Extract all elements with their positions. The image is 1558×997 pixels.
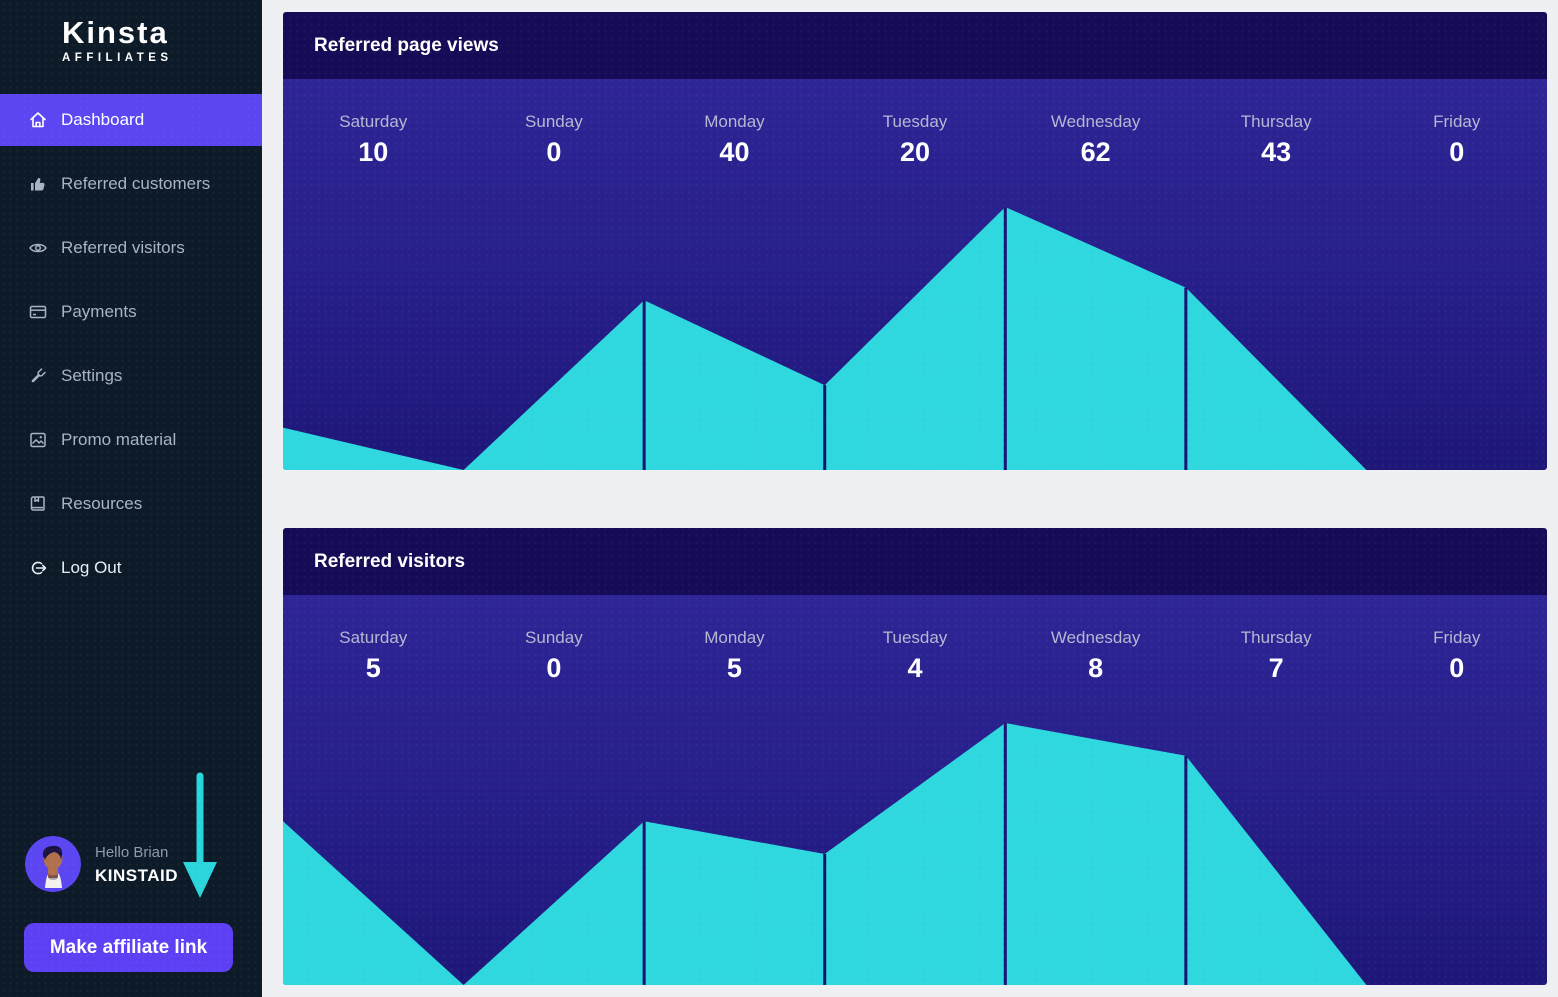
credit-card-icon xyxy=(28,302,48,322)
thumbs-up-icon xyxy=(28,174,48,194)
image-icon xyxy=(28,430,48,450)
area-chart-referred-visitors: Saturday 5 Sunday 0 Monday 5 Tuesday 4 Wednesday… xyxy=(283,595,1547,985)
sidebar-item-resources[interactable]: Resources xyxy=(0,478,262,530)
eye-icon xyxy=(28,238,48,258)
card-header: Referred visitors xyxy=(283,528,1547,595)
sidebar-item-label: Referred visitors xyxy=(61,238,185,257)
sidebar-item-label: Resources xyxy=(61,494,143,513)
area-chart-svg xyxy=(283,207,1547,470)
make-affiliate-link-button[interactable]: Make affiliate link xyxy=(24,923,233,972)
sidebar-item-dashboard[interactable]: Dashboard xyxy=(0,94,262,146)
logout-icon xyxy=(28,558,48,578)
sidebar-item-label: Settings xyxy=(61,366,123,385)
sidebar-item-referred-visitors[interactable]: Referred visitors xyxy=(0,222,262,274)
sidebar-item-settings[interactable]: Settings xyxy=(0,350,262,402)
sidebar-item-label: Payments xyxy=(61,302,137,321)
brand-subtitle: AFFILIATES xyxy=(62,52,173,64)
home-icon xyxy=(28,110,48,130)
kinsta-logo: Kinsta AFFILIATES xyxy=(0,0,262,65)
sidebar-item-promo-material[interactable]: Promo material xyxy=(0,414,262,466)
card-title: Referred page views xyxy=(314,34,499,56)
sidebar: Kinsta AFFILIATES Dashboard Referred cus… xyxy=(0,0,262,997)
sidebar-item-label: Referred customers xyxy=(61,174,211,193)
area-chart-referred-page-views: Saturday 10 Sunday 0 Monday 40 Tuesday 20 Wednes… xyxy=(283,79,1547,470)
sidebar-item-payments[interactable]: Payments xyxy=(0,286,262,338)
sidebar-item-label: Log Out xyxy=(61,558,122,577)
sidebar-item-log-out[interactable]: Log Out xyxy=(0,542,262,594)
card-header: Referred page views xyxy=(283,12,1547,79)
user-block: Hello Brian KINSTAID xyxy=(25,836,178,892)
brand-wordmark: Kinsta xyxy=(62,15,169,50)
main-content: Referred page views Saturday 10 Sunday 0 Mon… xyxy=(262,0,1558,997)
arrow-down-annotation xyxy=(183,772,217,898)
book-icon xyxy=(28,494,48,514)
user-greeting: Hello Brian xyxy=(95,843,169,861)
user-username: KINSTAID xyxy=(95,865,179,885)
sidebar-item-label: Dashboard xyxy=(61,110,145,129)
avatar xyxy=(25,836,81,892)
card-referred-visitors: Referred visitors Saturday 5 Sunday 0 Monday… xyxy=(283,528,1547,985)
sidebar-item-referred-customers[interactable]: Referred customers xyxy=(0,158,262,210)
card-title: Referred visitors xyxy=(314,550,466,572)
sidebar-nav: Dashboard Referred customers Referred vi… xyxy=(0,94,262,594)
area-chart-svg xyxy=(283,723,1547,985)
wrench-icon xyxy=(28,366,48,386)
card-referred-page-views: Referred page views Saturday 10 Sunday 0 Mon… xyxy=(283,12,1547,470)
sidebar-item-label: Promo material xyxy=(61,430,177,449)
